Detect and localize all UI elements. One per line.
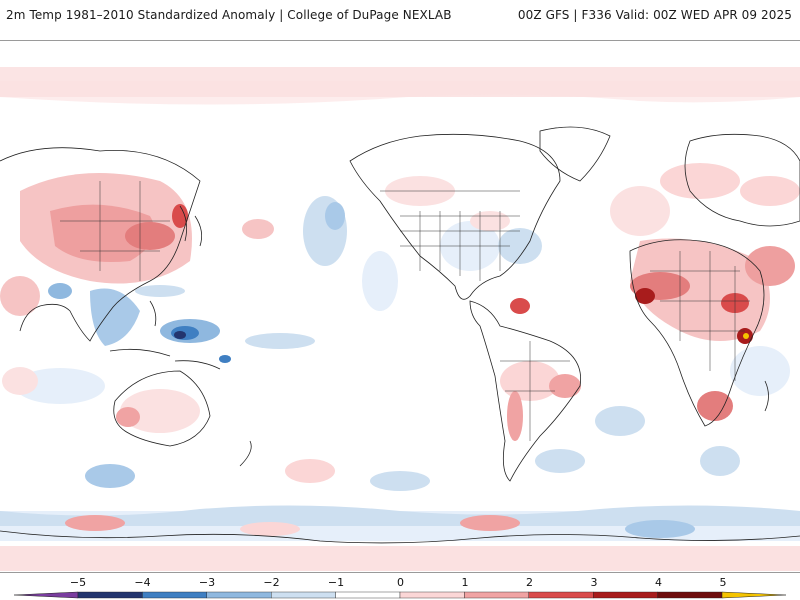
- header: 2m Temp 1981–2010 Standardized Anomaly |…: [0, 0, 800, 40]
- colorbar-tick-label: −3: [199, 576, 215, 589]
- colorbar-graphic: −5 −4 −3 −2 −1 0 1 2 3 4 5: [13, 576, 787, 599]
- colorbar-tick-label: 1: [462, 576, 469, 589]
- colorbar-tick-label: 3: [591, 576, 598, 589]
- colorbar-segment: [399, 591, 465, 599]
- colorbar-segment: [528, 591, 594, 599]
- colorbar-segment: [335, 591, 401, 599]
- colorbar-segment: [271, 591, 336, 599]
- colorbar: −5 −4 −3 −2 −1 0 1 2 3 4 5: [0, 574, 800, 600]
- colorbar-tick-label: −5: [70, 576, 86, 589]
- colorbar-extend-low: [13, 591, 79, 599]
- anomaly-shading: [0, 67, 800, 571]
- model-run-info: 00Z GFS | F336 Valid: 00Z WED APR 09 202…: [517, 8, 792, 22]
- coastlines: [0, 126, 800, 544]
- colorbar-segment: [593, 591, 658, 599]
- colorbar-tick-label: 4: [655, 576, 662, 589]
- political-borders: [60, 181, 750, 441]
- colorbar-segment: [464, 591, 529, 599]
- colorbar-tick-label: 5: [720, 576, 727, 589]
- world-map: [0, 40, 800, 573]
- colorbar-segment: [206, 591, 272, 599]
- colorbar-segment: [142, 591, 207, 599]
- colorbar-tick-label: −2: [263, 576, 279, 589]
- anomaly-map: [0, 41, 800, 572]
- colorbar-tick-label: −1: [328, 576, 344, 589]
- colorbar-extend-high: [721, 591, 787, 599]
- colorbar-segment: [77, 591, 143, 599]
- map-title: 2m Temp 1981–2010 Standardized Anomaly |…: [6, 8, 452, 22]
- colorbar-segment: [657, 591, 723, 599]
- colorbar-tick-label: 0: [397, 576, 404, 589]
- colorbar-tick-label: −4: [134, 576, 150, 589]
- colorbar-tick-label: 2: [526, 576, 533, 589]
